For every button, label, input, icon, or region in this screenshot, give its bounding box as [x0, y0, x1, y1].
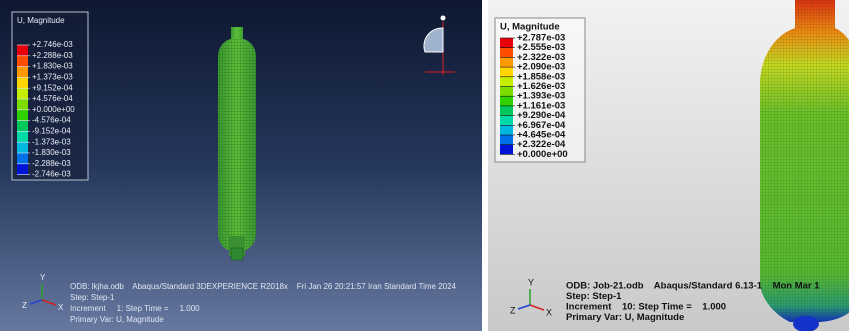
- legend-swatch: [500, 87, 513, 97]
- triad-label: Y: [40, 273, 46, 282]
- legend-title: U, Magnitude: [17, 16, 65, 25]
- legend-swatch: [500, 106, 513, 116]
- legend-label: -1.830e-03: [32, 148, 71, 157]
- legend-label: -2.746e-03: [32, 170, 71, 179]
- legend-label: -2.288e-03: [32, 159, 71, 168]
- legend-swatch: [500, 145, 513, 155]
- legend-swatch: [500, 57, 513, 67]
- legend-label: -4.576e-04: [32, 116, 71, 125]
- legend-swatch: [17, 153, 28, 164]
- legend-label: +4.576e-04: [32, 94, 73, 103]
- legend-label: +1.830e-03: [32, 62, 73, 71]
- legend-swatch: [17, 121, 28, 132]
- legend-label: +1.373e-03: [32, 73, 73, 82]
- info-line: Step: Step-1: [566, 291, 622, 302]
- legend-swatch: [500, 125, 513, 135]
- info-line: Increment 1: Step Time = 1.000: [70, 304, 200, 313]
- left-model: [218, 27, 256, 260]
- legend-swatch: [17, 56, 28, 67]
- info-line: ODB: Job-21.odb Abaqus/Standard 6.13-1 M…: [566, 281, 820, 292]
- legend-label: +0.000e+00: [32, 105, 75, 114]
- legend-swatch: [17, 88, 28, 99]
- legend-swatch: [500, 116, 513, 126]
- legend-swatch: [500, 77, 513, 87]
- triad-label: Z: [22, 301, 27, 310]
- legend-label: +9.152e-04: [32, 83, 73, 92]
- info-line: Primary Var: U, Magnitude: [70, 315, 164, 324]
- legend-label: -9.152e-04: [32, 127, 71, 136]
- info-line: ODB: lkjha.odb Abaqus/Standard 3DEXPERIE…: [70, 282, 457, 291]
- legend-swatch: [17, 67, 28, 78]
- legend-swatch: [17, 110, 28, 121]
- triad-label: Y: [528, 277, 534, 287]
- info-line: Increment 10: Step Time = 1.000: [566, 302, 726, 313]
- legend-swatch: [500, 96, 513, 106]
- legend-swatch: [17, 142, 28, 153]
- legend-swatch: [500, 67, 513, 77]
- info-line: Step: Step-1: [70, 293, 115, 302]
- legend-swatch: [17, 164, 28, 175]
- legend-label: +2.746e-03: [32, 40, 73, 49]
- legend-swatch: [500, 48, 513, 58]
- legend-swatch: [17, 131, 28, 142]
- legend-label: +2.288e-03: [32, 51, 73, 60]
- screenshot: U, Magnitude +2.746e-03 +2.288e-03 +1.830e-…: [0, 0, 849, 331]
- legend-label: +0.000e+00: [517, 149, 568, 160]
- legend-swatch: [17, 99, 28, 110]
- triad-label: X: [58, 303, 64, 312]
- legend-swatch: [500, 135, 513, 145]
- info-line: Primary Var: U, Magnitude: [566, 312, 684, 323]
- legend-swatch: [500, 38, 513, 48]
- triad-label: Z: [510, 305, 516, 315]
- legend-title: U, Magnitude: [500, 22, 560, 33]
- legend-label: -1.373e-03: [32, 137, 71, 146]
- legend-swatch: [17, 77, 28, 88]
- legend-swatch: [17, 45, 28, 56]
- page: U, Magnitude +2.746e-03 +2.288e-03 +1.830e-…: [0, 0, 849, 331]
- triad-label: X: [546, 307, 552, 317]
